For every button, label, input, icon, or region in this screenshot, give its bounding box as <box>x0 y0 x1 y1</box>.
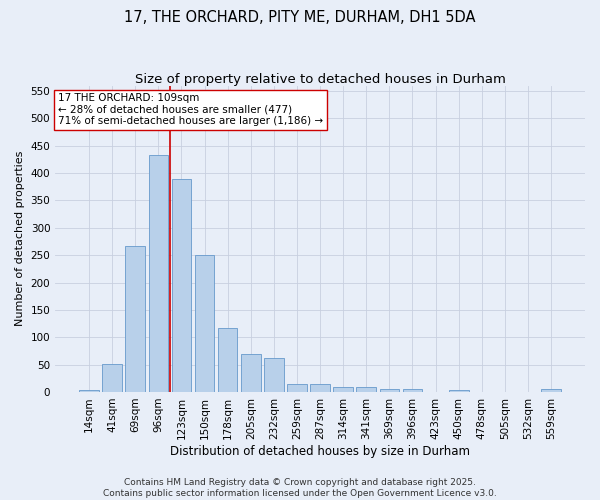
Bar <box>334 387 353 392</box>
Bar <box>380 388 399 392</box>
Text: Contains HM Land Registry data © Crown copyright and database right 2025.
Contai: Contains HM Land Registry data © Crown c… <box>103 478 497 498</box>
Bar <box>172 178 191 392</box>
Bar <box>241 354 260 392</box>
Bar <box>356 387 376 392</box>
Bar <box>449 390 469 392</box>
Text: 17, THE ORCHARD, PITY ME, DURHAM, DH1 5DA: 17, THE ORCHARD, PITY ME, DURHAM, DH1 5D… <box>124 10 476 25</box>
Bar <box>403 388 422 392</box>
Bar <box>310 384 330 392</box>
Bar <box>287 384 307 392</box>
Title: Size of property relative to detached houses in Durham: Size of property relative to detached ho… <box>134 72 506 86</box>
Text: 17 THE ORCHARD: 109sqm
← 28% of detached houses are smaller (477)
71% of semi-de: 17 THE ORCHARD: 109sqm ← 28% of detached… <box>58 93 323 126</box>
X-axis label: Distribution of detached houses by size in Durham: Distribution of detached houses by size … <box>170 444 470 458</box>
Bar <box>103 364 122 392</box>
Bar <box>541 389 561 392</box>
Bar <box>79 390 99 392</box>
Bar <box>264 358 284 392</box>
Bar <box>149 155 168 392</box>
Y-axis label: Number of detached properties: Number of detached properties <box>15 151 25 326</box>
Bar <box>195 254 214 392</box>
Bar <box>218 328 238 392</box>
Bar <box>125 246 145 392</box>
